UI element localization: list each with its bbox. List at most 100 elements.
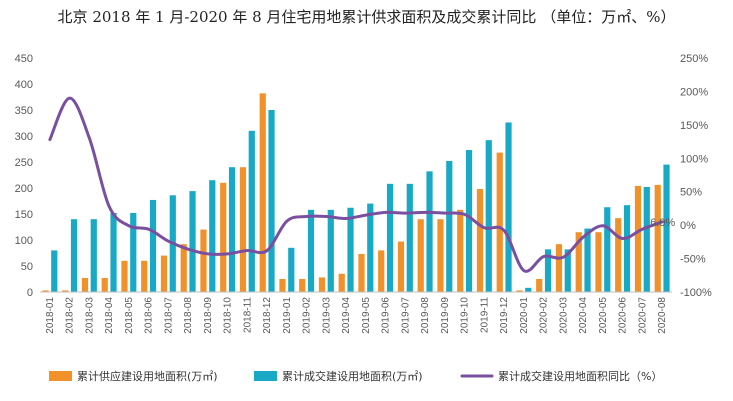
x-tick-label: 2019-05 [361,297,372,334]
bar-supply [575,232,582,292]
x-tick-label: 2018-09 [203,297,214,334]
bar-supply [200,229,207,292]
bar-supply [160,255,168,292]
bar-transaction [525,287,532,292]
bar-transaction [485,140,492,292]
bar-transaction [623,205,631,292]
bar-supply [378,250,385,292]
bar-supply [220,182,227,292]
x-tick-label: 2018-01 [45,297,56,334]
x-tick-label: 2020-04 [578,297,589,334]
x-tick-label: 2020-08 [657,297,668,334]
x-tick-label: 2018-10 [223,297,234,334]
legend-label-transaction: 累计成交建设用地面积(万㎡) [282,369,423,383]
bar-supply [634,185,642,292]
bar-transaction [347,207,354,292]
x-tick-label: 2018-07 [163,297,174,334]
bar-transaction [446,160,453,292]
bar-supply [259,93,266,292]
bar-supply [496,152,503,292]
left-tick-label: 50 [21,261,33,273]
bar-transaction [426,171,433,292]
bar-supply [62,290,69,292]
x-tick-label: 2019-03 [321,297,332,334]
bar-supply [338,273,345,292]
bar-supply [141,260,148,292]
bar-supply [417,219,424,292]
right-axis-ticks: -100% -50% 0% 50% 100% 150% 200% 250% [680,53,712,299]
x-tick-label: 2019-06 [381,297,392,334]
bar-transaction [90,219,97,292]
left-tick-label: 150 [15,209,33,221]
bar-supply [516,290,523,292]
bar-transaction [367,203,374,292]
bar-supply [358,254,365,292]
bar-transaction [663,164,670,292]
bar-transaction [406,183,413,292]
x-tick-label: 2019-10 [460,297,471,334]
x-tick-label: 2020-01 [519,297,530,334]
right-tick-label: 0% [680,220,696,232]
last-point-label: 6.0% [650,217,675,229]
bar-transaction [110,212,117,292]
bar-supply [555,244,563,292]
chart-title: 北京 2018 年 1 月-2020 年 8 月住宅用地累计供求面积及成交累计同… [57,8,676,26]
bar-transaction [51,250,58,292]
bar-supply [476,189,484,292]
right-tick-label: -100% [680,287,712,299]
bar-transaction [189,191,196,292]
bar-transaction [268,110,275,292]
bar-supply [121,260,128,292]
right-tick-label: 100% [680,153,708,165]
x-tick-label: 2019-09 [440,297,451,334]
bar-supply [615,218,622,292]
bar-transaction [604,207,611,292]
right-tick-label: 250% [680,53,708,65]
x-tick-label: 2020-05 [598,297,609,334]
bar-supply [42,290,49,292]
x-tick-label: 2018-08 [183,297,194,334]
bar-series [42,93,670,292]
yoy-line [48,96,664,273]
right-tick-label: 150% [680,120,708,132]
left-tick-label: 250 [15,157,33,169]
x-tick-label: 2018-11 [242,297,253,333]
legend-swatch-transaction [254,371,277,381]
bar-supply [81,277,89,292]
left-tick-label: 0 [27,287,33,299]
x-tick-label: 2019-04 [341,297,352,334]
bar-transaction [327,209,334,292]
legend-label-supply: 累计供应建设用地面积(万㎡) [77,369,218,383]
bar-transaction [288,247,295,292]
bar-transaction [643,186,650,292]
legend-label-yoy: 累计成交建设用地面积同比（%） [498,369,662,383]
bar-supply [397,241,405,292]
x-tick-label: 2019-08 [420,297,431,334]
bar-transaction [584,228,591,292]
x-tick-label: 2018-04 [104,297,115,334]
x-tick-label: 2020-06 [618,297,629,334]
bar-transaction [149,199,157,292]
bar-supply [654,184,661,292]
right-tick-label: 200% [680,86,708,98]
left-tick-label: 100 [15,235,33,247]
x-tick-label: 2020-07 [637,297,648,334]
legend: 累计供应建设用地面积(万㎡) 累计成交建设用地面积(万㎡) 累计成交建设用地面积… [49,369,662,383]
bar-transaction [228,167,236,292]
bar-transaction [544,249,552,292]
bar-supply [279,279,286,292]
bar-transaction [248,130,255,292]
bar-supply [318,277,326,292]
bar-transaction [130,212,137,292]
bar-transaction [307,209,315,292]
x-tick-label: 2019-02 [302,297,313,334]
bar-supply [595,232,602,292]
bar-supply [239,167,247,292]
bar-transaction [505,122,512,292]
bar-supply [457,209,464,292]
left-tick-label: 400 [15,79,33,91]
right-tick-label: 50% [680,187,702,199]
x-tick-label: 2018-06 [144,297,155,334]
x-tick-label: 2019-01 [282,297,293,334]
